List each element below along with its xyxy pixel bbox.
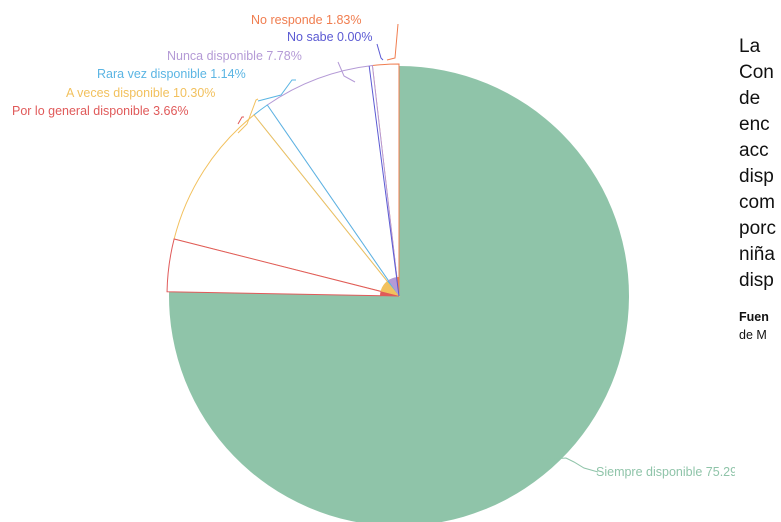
label-no-responde: No responde 1.83% (251, 13, 362, 27)
leader-line-5 (237, 98, 259, 134)
slice-outline-a-veces-disponible (173, 114, 401, 297)
label-rara-vez-disponible: Rara vez disponible 1.14% (97, 67, 246, 81)
leader-line-1 (386, 23, 399, 61)
slice-core-rara-vez-disponible (387, 280, 399, 296)
label-por-lo-general-disponible: Por lo general disponible 3.66% (12, 104, 189, 118)
leader-line-4 (257, 79, 296, 102)
leader-line-6 (237, 116, 244, 125)
leader-line-2 (376, 43, 384, 61)
slice-core-por-lo-general-disponible (380, 291, 399, 296)
slice-outline-por-lo-general-disponible (166, 238, 400, 297)
pie-chart: No responde 1.83% No sabe 0.00% Nunca disp… (12, 13, 735, 522)
side-text-panel: La Con de enc acc disp com porc niña dis… (739, 34, 781, 344)
label-siempre-disponible: Siempre disponible 75.29% (596, 465, 735, 479)
label-nunca-disponible: Nunca disponible 7.78% (167, 49, 302, 63)
source-text: de M (739, 328, 767, 342)
slice-core-nunca-disponible (388, 277, 399, 296)
leader-line-3 (337, 61, 356, 83)
slice-outline-nunca-disponible (266, 64, 400, 297)
leader-line-siempre (536, 457, 599, 473)
slice-line-no-sabe (368, 65, 400, 297)
source-note: Fuen de M (739, 308, 781, 344)
slice-core-a-veces-disponible (380, 281, 399, 296)
label-no-sabe: No sabe 0.00% (287, 30, 372, 44)
side-body-text: La Con de enc acc disp com porc niña dis… (739, 36, 776, 291)
label-a-veces-disponible: A veces disponible 10.30% (66, 86, 215, 100)
source-label: Fuen (739, 310, 769, 324)
